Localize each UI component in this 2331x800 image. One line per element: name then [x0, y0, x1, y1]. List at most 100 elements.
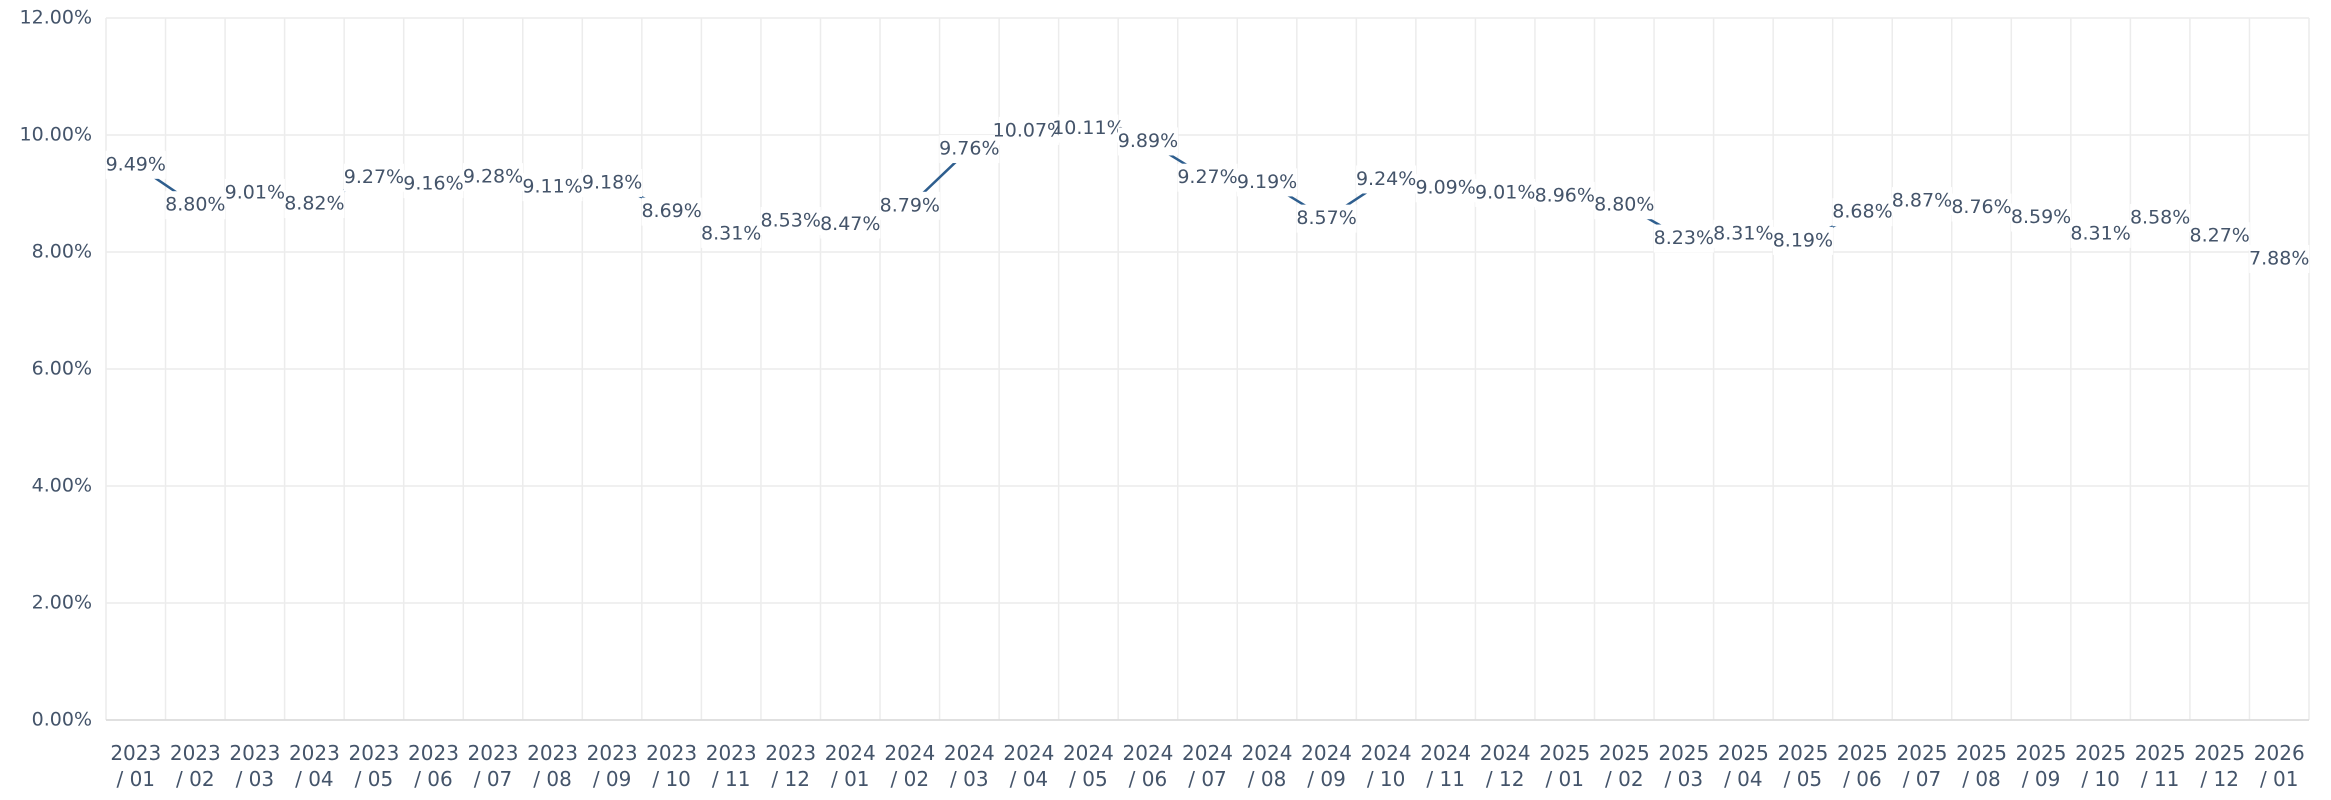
x-tick-label: 2025 / 07	[1896, 741, 1948, 791]
label-background	[284, 190, 345, 219]
data-label: 8.58%	[2130, 207, 2190, 229]
label-background	[343, 163, 404, 192]
label-background	[701, 219, 762, 248]
data-label: 8.23%	[1654, 227, 1714, 249]
data-label: 7.88%	[2249, 248, 2309, 270]
label-background	[1117, 127, 1178, 156]
data-label: 9.89%	[1118, 130, 1178, 152]
label-background	[760, 206, 821, 235]
data-label: 9.76%	[939, 138, 999, 160]
data-label: 9.49%	[106, 153, 166, 175]
x-tick-label: 2025 / 10	[2075, 741, 2127, 791]
x-tick-label: 2024 / 04	[1003, 741, 1055, 791]
x-tick-label: 2023 / 08	[527, 741, 578, 791]
x-tick-label: 2025 / 05	[1777, 741, 1829, 791]
data-label: 8.76%	[1951, 196, 2011, 218]
x-tick-label: 2025 / 02	[1598, 741, 1650, 791]
label-background	[403, 170, 464, 199]
label-background	[820, 210, 881, 239]
label-background	[224, 178, 285, 207]
label-background	[1356, 165, 1417, 194]
data-label: 8.27%	[2190, 225, 2250, 247]
x-tick-label: 2025 / 11	[2134, 741, 2186, 791]
label-background	[1415, 174, 1476, 203]
y-tick-label: 6.00%	[32, 358, 92, 380]
label-background	[463, 163, 524, 192]
label-background	[1058, 114, 1119, 143]
x-tick-label: 2025 / 04	[1717, 741, 1769, 791]
label-background	[641, 197, 702, 226]
x-tick-label: 2024 / 02	[884, 741, 936, 791]
label-background	[165, 191, 226, 220]
x-tick-label: 2024 / 12	[1479, 741, 1531, 791]
label-background	[2070, 219, 2131, 248]
data-label: 9.11%	[522, 176, 582, 198]
data-label: 8.80%	[165, 194, 225, 216]
label-background	[1653, 224, 1714, 253]
data-label: 9.01%	[225, 181, 285, 203]
y-tick-label: 10.00%	[20, 124, 92, 146]
x-tick-label: 2023 / 04	[288, 741, 340, 791]
data-label: 8.57%	[1296, 207, 1356, 229]
label-background	[2011, 203, 2072, 232]
data-label: 8.68%	[1832, 201, 1892, 223]
x-tick-label: 2024 / 11	[1420, 741, 1472, 791]
data-label: 8.59%	[2011, 206, 2071, 228]
x-tick-label: 2023 / 06	[408, 741, 459, 791]
label-background	[879, 191, 940, 220]
label-background	[2249, 245, 2310, 274]
x-tick-label: 2023 / 02	[169, 741, 221, 791]
data-label: 8.19%	[1773, 229, 1833, 251]
label-background	[1594, 191, 1655, 220]
x-tick-label: 2023 / 05	[348, 741, 400, 791]
x-tick-label: 2023 / 03	[229, 741, 281, 791]
data-label: 8.31%	[1713, 222, 1773, 244]
label-background	[1951, 193, 2012, 222]
data-label: 9.24%	[1356, 168, 1416, 190]
data-label: 8.80%	[1594, 194, 1654, 216]
x-tick-label: 2023 / 01	[110, 741, 162, 791]
label-background	[1475, 178, 1536, 207]
x-tick-label: 2024 / 08	[1241, 741, 1293, 791]
x-tick-label: 2025 / 09	[2015, 741, 2067, 791]
y-tick-label: 4.00%	[32, 475, 92, 497]
label-background	[2189, 222, 2250, 251]
data-label: 8.53%	[761, 209, 821, 231]
data-label: 9.27%	[344, 166, 404, 188]
label-background	[105, 150, 166, 179]
x-tick-label: 2025 / 03	[1658, 741, 1710, 791]
label-background	[1177, 163, 1238, 192]
y-tick-label: 0.00%	[32, 709, 92, 731]
x-tick-label: 2025 / 08	[1956, 741, 2007, 791]
x-tick-label: 2024 / 06	[1122, 741, 1174, 791]
data-label: 8.96%	[1535, 184, 1595, 206]
x-tick-label: 2025 / 06	[1836, 741, 1888, 791]
data-label: 8.31%	[701, 222, 761, 244]
x-tick-label: 2024 / 05	[1062, 741, 1114, 791]
data-label: 8.87%	[1892, 190, 1952, 212]
x-tick-label: 2026 / 01	[2253, 741, 2305, 791]
data-label: 8.47%	[820, 213, 880, 235]
x-tick-label: 2024 / 03	[943, 741, 995, 791]
label-background	[998, 116, 1059, 145]
data-label: 9.18%	[582, 171, 642, 193]
data-label: 8.69%	[641, 200, 701, 222]
label-background	[582, 168, 643, 197]
x-tick-label: 2025 / 12	[2194, 741, 2246, 791]
data-label: 8.31%	[2070, 222, 2130, 244]
label-background	[522, 173, 583, 202]
x-tick-label: 2023 / 12	[765, 741, 817, 791]
x-tick-label: 2024 / 07	[1182, 741, 1233, 791]
data-label: 9.01%	[1475, 181, 1535, 203]
x-tick-label: 2025 / 01	[1539, 741, 1591, 791]
label-background	[1296, 204, 1357, 233]
x-tick-label: 2024 / 09	[1301, 741, 1353, 791]
x-tick-label: 2024 / 10	[1360, 741, 1412, 791]
y-tick-label: 8.00%	[32, 241, 92, 263]
label-background	[939, 135, 1000, 164]
x-tick-label: 2023 / 11	[705, 741, 757, 791]
label-background	[1534, 181, 1595, 210]
x-tick-label: 2023 / 10	[646, 741, 698, 791]
label-background	[1832, 198, 1893, 227]
